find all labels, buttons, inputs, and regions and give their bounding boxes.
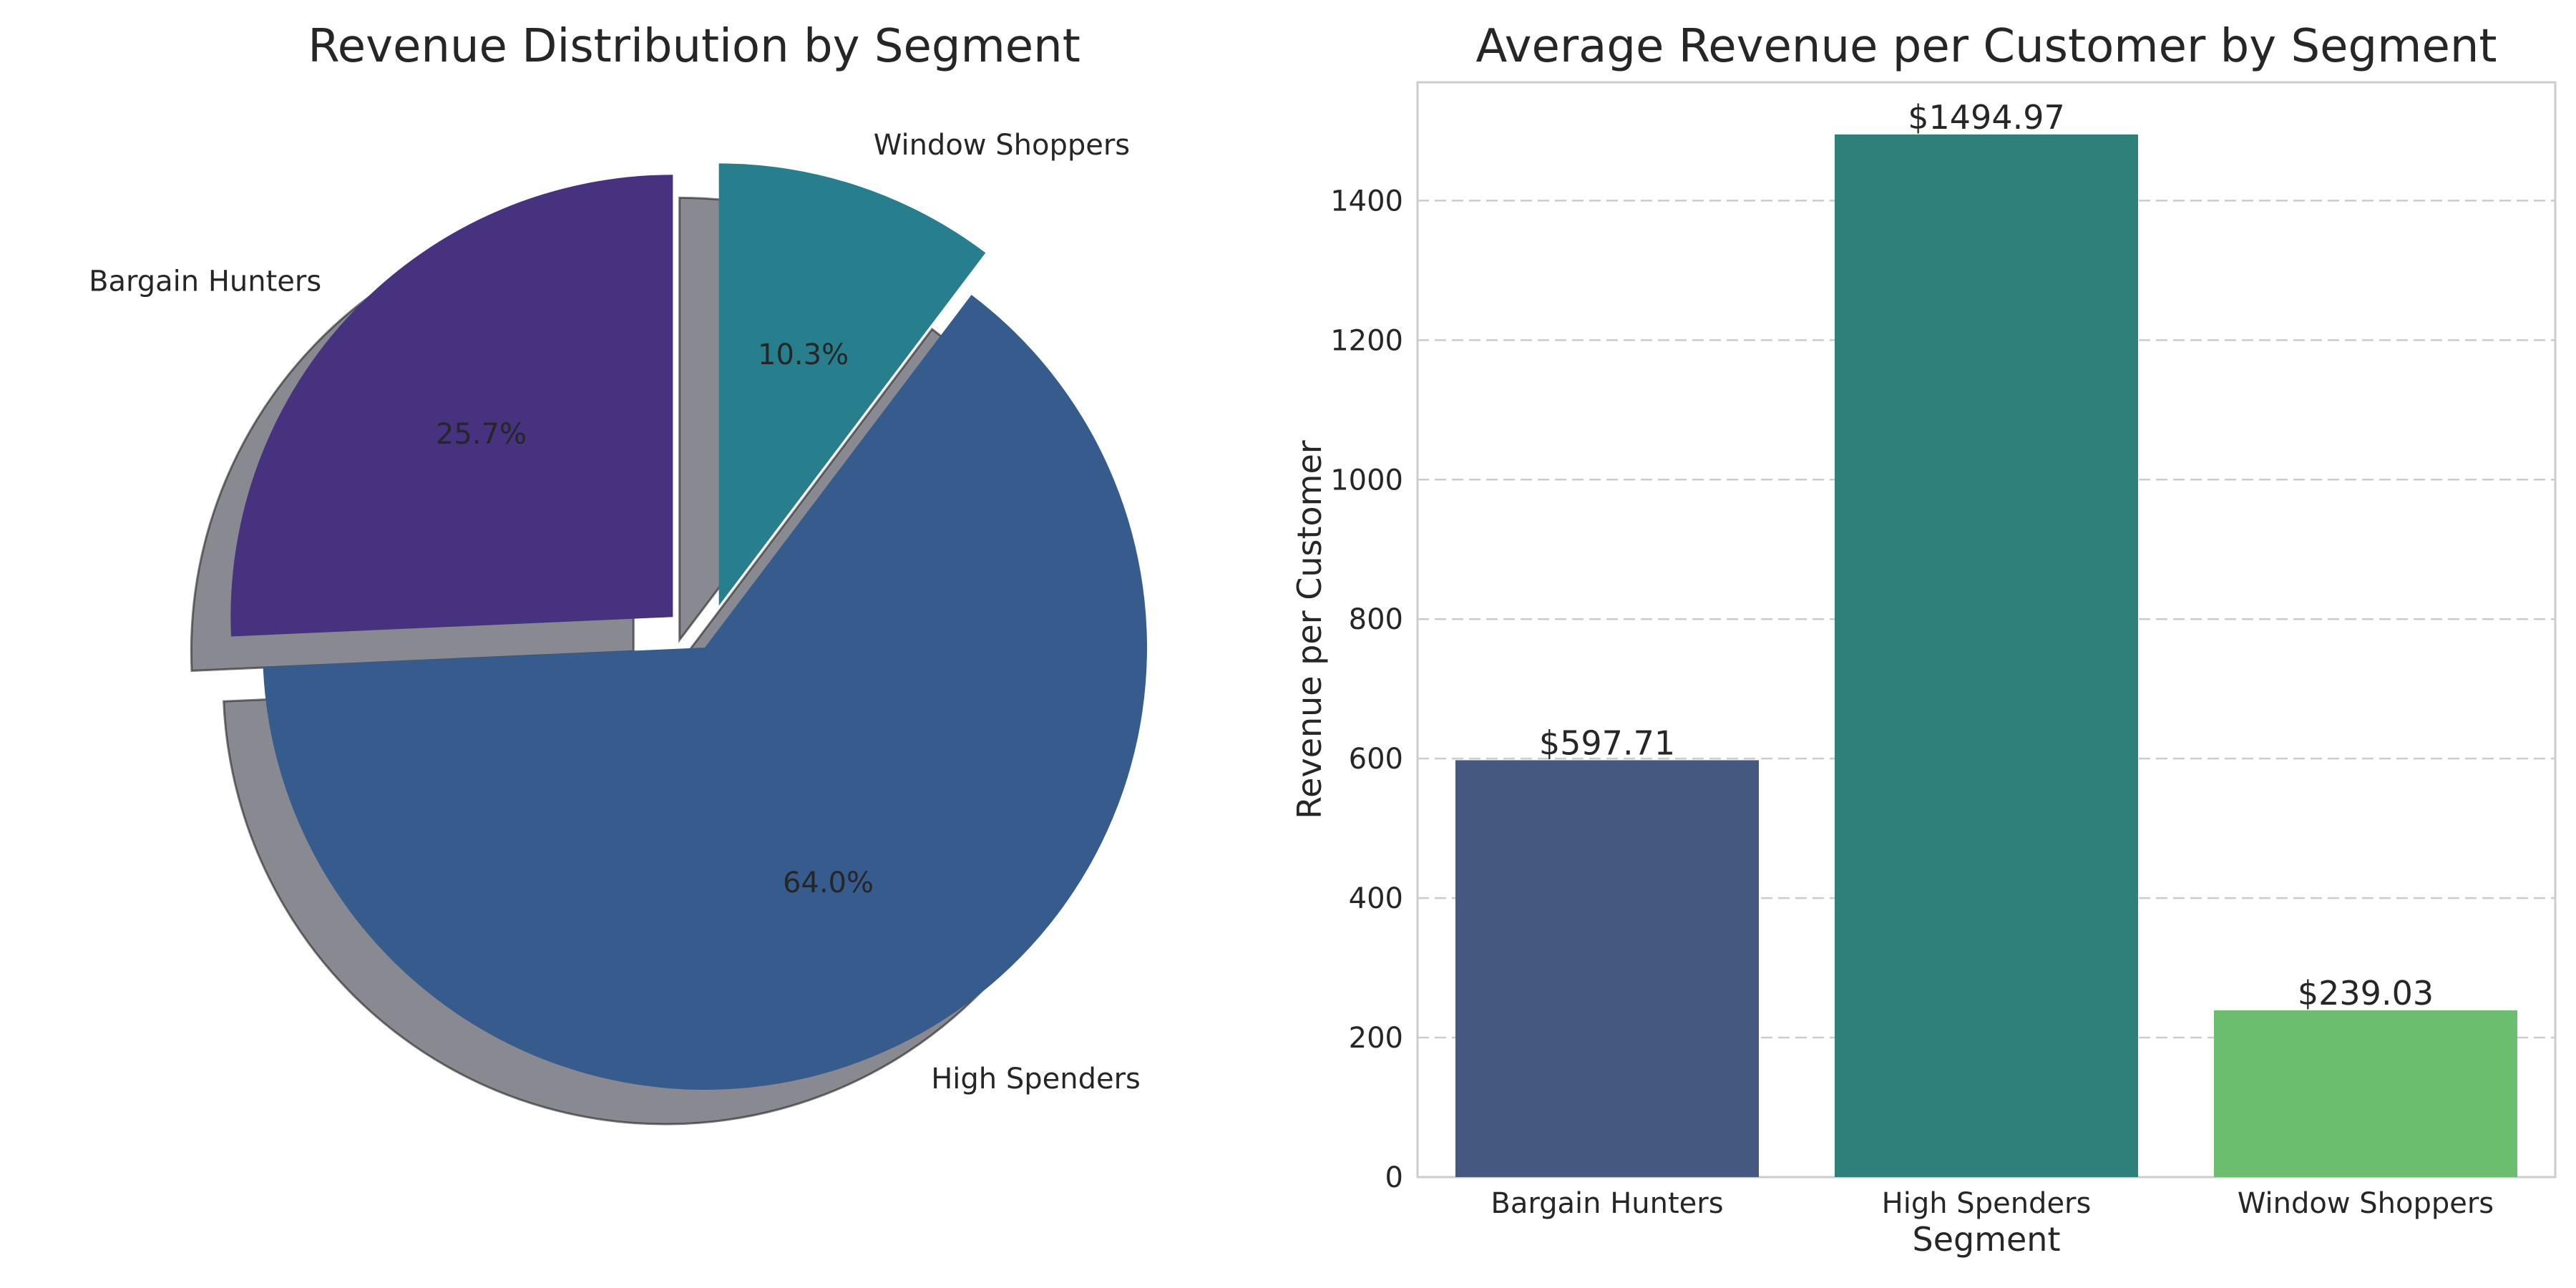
x-tick-label-bargain-hunters: Bargain Hunters	[1491, 1187, 1723, 1220]
bar-bargain-hunters	[1455, 760, 1759, 1177]
bar-x-axis-label: Segment	[1913, 1220, 2061, 1259]
x-tick-label-window-shoppers: Window Shoppers	[2238, 1187, 2494, 1220]
pie-label-window-shoppers: Window Shoppers	[874, 129, 1130, 162]
y-tick-label: 0	[1385, 1161, 1403, 1194]
pie-chart-title: Revenue Distribution by Segment	[308, 20, 1080, 73]
bar-value-labels: $597.71 $1494.97 $239.03	[1539, 98, 2434, 1013]
bar-value-label-high-spenders: $1494.97	[1908, 98, 2065, 137]
pie-pct-label-bargain-hunters: 25.7%	[436, 418, 527, 451]
pie-labels: 25.7% Bargain Hunters 64.0% High Spenders 10…	[89, 129, 1141, 1096]
pie-slice-bargain-hunters	[230, 175, 673, 637]
bar-high-spenders	[1835, 134, 2138, 1178]
pie-pct-label-high-spenders: 64.0%	[783, 867, 874, 899]
y-tick-label: 1400	[1330, 185, 1403, 218]
bar-window-shoppers	[2214, 1010, 2517, 1177]
pie-label-high-spenders: High Spenders	[931, 1063, 1141, 1096]
pie-label-bargain-hunters: Bargain Hunters	[89, 265, 321, 298]
pie-pct-label-window-shoppers: 10.3%	[758, 338, 849, 371]
y-tick-label: 600	[1349, 743, 1403, 776]
pie-chart: Revenue Distribution by Segment 25.7% Bar…	[89, 20, 1148, 1126]
bar-value-label-bargain-hunters: $597.71	[1539, 723, 1675, 762]
x-tick-label-high-spenders: High Spenders	[1882, 1187, 2092, 1220]
pie-slices	[230, 163, 1148, 1091]
y-tick-label: 1000	[1330, 464, 1403, 497]
y-tick-label: 1200	[1330, 324, 1403, 357]
bar-chart-title: Average Revenue per Customer by Segment	[1476, 20, 2497, 73]
bar-chart: Average Revenue per Customer by Segment …	[1290, 20, 2557, 1259]
pie-slice-window-shoppers	[718, 163, 986, 606]
y-tick-label: 200	[1349, 1022, 1403, 1055]
bar-y-axis-label: Revenue per Customer	[1290, 440, 1329, 819]
y-tick-label: 800	[1349, 603, 1403, 636]
bar-bars	[1455, 134, 2517, 1178]
bar-value-label-window-shoppers: $239.03	[2298, 974, 2434, 1013]
bar-x-ticks: Bargain Hunters High Spenders Window Shopp…	[1491, 1187, 2494, 1220]
pie-slice-high-spenders	[263, 294, 1148, 1091]
y-tick-label: 400	[1349, 882, 1403, 915]
bar-y-ticks: 0 200 400 600 800 1000 1200 1400	[1330, 185, 1403, 1194]
